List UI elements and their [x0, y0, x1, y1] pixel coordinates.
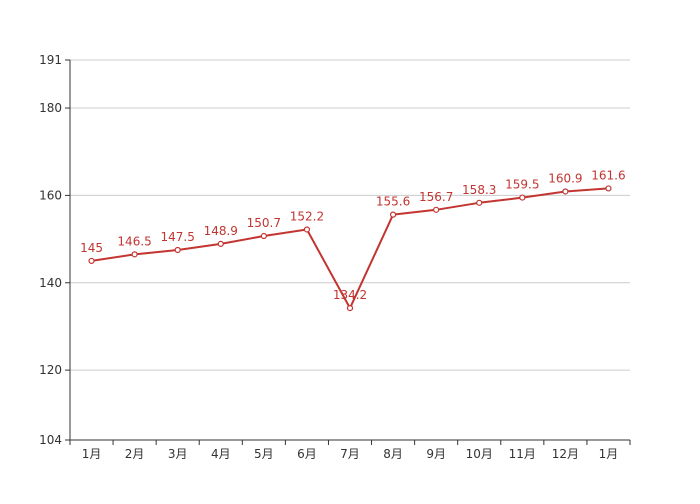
data-label: 150.7 [247, 216, 281, 230]
x-tick-label: 4月 [211, 447, 231, 461]
data-label: 159.5 [505, 178, 539, 192]
y-tick-label: 120 [39, 363, 62, 377]
x-tick-label: 7月 [340, 447, 360, 461]
gridlines [70, 59, 630, 371]
data-point [605, 185, 612, 192]
x-tick-label: 11月 [509, 447, 536, 461]
data-label: 147.5 [161, 230, 195, 244]
series [88, 185, 612, 312]
data-label: 160.9 [548, 171, 582, 185]
data-point [303, 226, 311, 233]
x-tick-label: 12月 [552, 447, 579, 461]
data-point [346, 304, 354, 312]
y-tick-label: 160 [39, 188, 62, 202]
data-point [174, 246, 181, 254]
data-label: 146.5 [117, 234, 151, 248]
x-tick-label: 5月 [254, 447, 274, 461]
data-point [519, 194, 526, 201]
data-point [260, 232, 267, 240]
data-label: 152.2 [290, 209, 324, 223]
data-point [88, 257, 95, 265]
data-label: 161.6 [591, 168, 625, 182]
x-tick-label: 9月 [426, 447, 446, 461]
data-labels: 145 146.5 147.5 148.9 150.7 152.2 134.2 155.6 15… [80, 168, 626, 302]
data-point [562, 188, 569, 195]
data-point [476, 199, 483, 206]
y-tick-label: 191 [39, 53, 62, 67]
y-tick-label: 180 [39, 101, 62, 115]
x-tick-label: 10月 [466, 447, 493, 461]
data-label: 145 [80, 241, 103, 255]
y-tick-label: 104 [39, 433, 62, 447]
x-tick-label: 6月 [297, 447, 317, 461]
data-label: 158.3 [462, 183, 496, 197]
data-point [389, 211, 397, 218]
x-tick-label: 8月 [383, 447, 403, 461]
x-tick-label: 1月 [82, 447, 102, 461]
data-point [131, 251, 138, 258]
x-tick-label: 3月 [168, 447, 188, 461]
data-point [433, 206, 440, 213]
data-label: 156.7 [419, 190, 453, 204]
data-label: 148.9 [204, 224, 238, 238]
data-point [217, 240, 224, 247]
x-tick-label: 2月 [125, 447, 145, 461]
axes: 104 120 140 160 180 191 1月 2月 3月 4月 5月 6月 7月 8月 9月 10月 1… [39, 53, 631, 461]
data-label: 134.2 [333, 288, 367, 302]
y-tick-label: 140 [39, 276, 62, 290]
data-label: 155.6 [376, 195, 410, 209]
x-tick-label: 1月 [599, 447, 619, 461]
